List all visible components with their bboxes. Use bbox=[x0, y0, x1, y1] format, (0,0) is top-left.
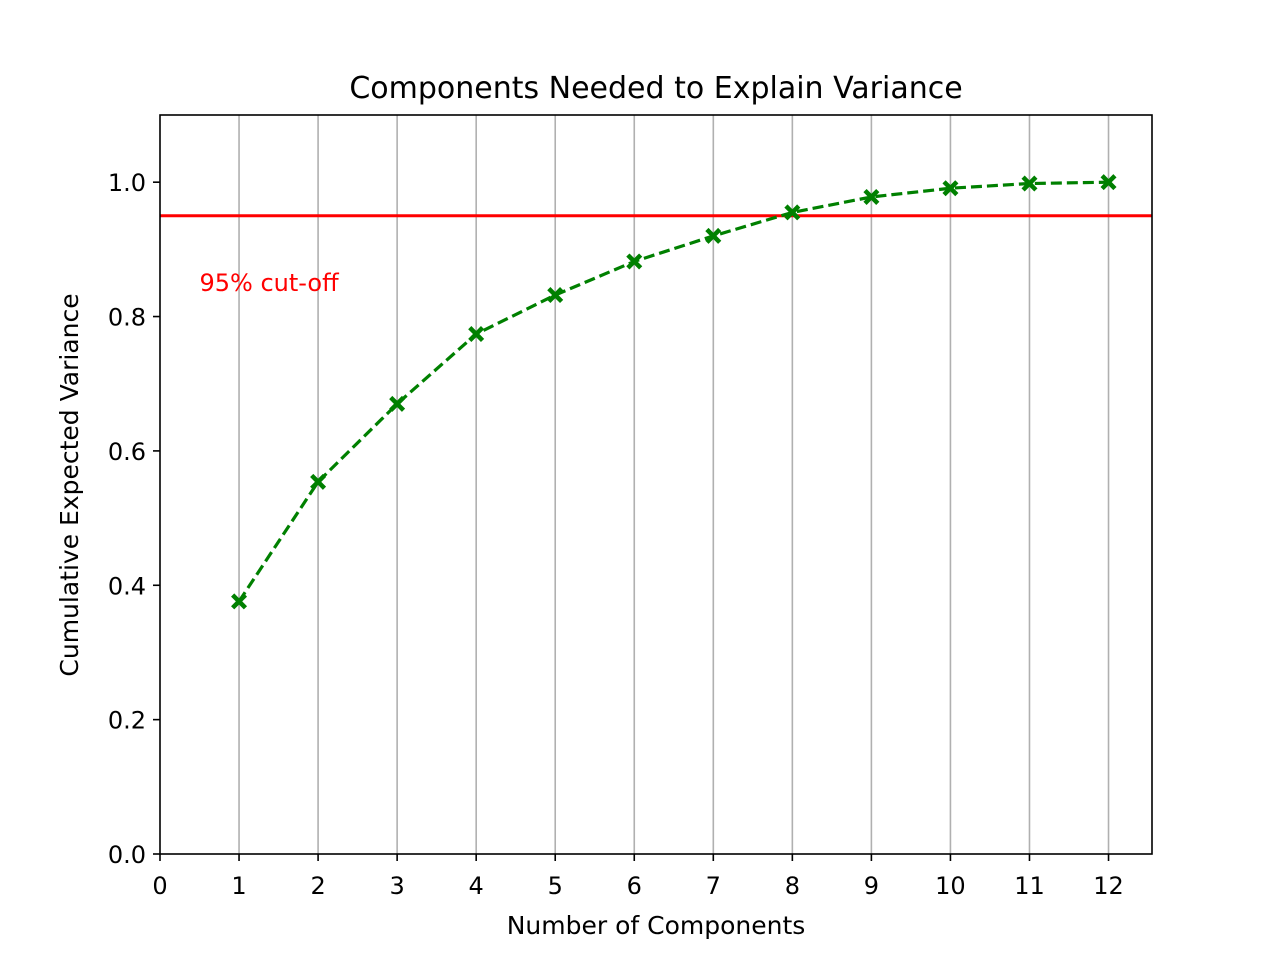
y-tick-label-0.6: 0.6 bbox=[108, 438, 146, 466]
y-axis-ticks: 0.0 0.2 0.4 0.6 0.8 1.0 bbox=[108, 169, 160, 869]
series-group bbox=[231, 174, 1117, 610]
x-tick-label-11: 11 bbox=[1014, 872, 1045, 900]
y-tick-label-0.2: 0.2 bbox=[108, 707, 146, 735]
x-tick-label-6: 6 bbox=[627, 872, 642, 900]
data-point-11 bbox=[1021, 175, 1038, 192]
x-tick-label-10: 10 bbox=[935, 872, 966, 900]
y-tick-label-0.0: 0.0 bbox=[108, 841, 146, 869]
data-point-3 bbox=[389, 395, 406, 412]
data-point-5 bbox=[547, 287, 564, 304]
series-line bbox=[237, 180, 1109, 603]
data-point-1 bbox=[231, 593, 248, 610]
data-point-8 bbox=[784, 204, 801, 221]
data-point-7 bbox=[705, 227, 722, 244]
x-tick-label-4: 4 bbox=[469, 872, 484, 900]
x-tick-label-3: 3 bbox=[389, 872, 404, 900]
grid-lines bbox=[238, 115, 1110, 854]
cutoff-annotation: 95% cut-off bbox=[200, 269, 340, 297]
data-point-4 bbox=[468, 326, 485, 343]
x-axis-label: Number of Components bbox=[507, 911, 806, 940]
data-point-12 bbox=[1100, 174, 1117, 191]
x-tick-label-0: 0 bbox=[152, 872, 167, 900]
data-point-2 bbox=[310, 473, 327, 490]
y-tick-label-1.0: 1.0 bbox=[108, 169, 146, 197]
plot-frame bbox=[159, 114, 1153, 855]
data-point-6 bbox=[626, 253, 643, 270]
x-tick-label-5: 5 bbox=[548, 872, 563, 900]
annotation-group: 95% cut-off bbox=[200, 269, 340, 297]
data-point-10 bbox=[942, 180, 959, 197]
chart-title: Components Needed to Explain Variance bbox=[349, 71, 962, 106]
x-tick-label-1: 1 bbox=[231, 872, 246, 900]
x-tick-label-2: 2 bbox=[310, 872, 325, 900]
y-tick-label-0.4: 0.4 bbox=[108, 572, 146, 600]
y-tick-label-0.8: 0.8 bbox=[108, 304, 146, 332]
y-axis-label: Cumulative Expected Variance bbox=[55, 293, 84, 676]
x-axis-ticks: 0 1 2 3 4 5 6 7 8 9 10 11 12 bbox=[152, 854, 1124, 900]
x-tick-label-7: 7 bbox=[706, 872, 721, 900]
x-tick-label-9: 9 bbox=[864, 872, 879, 900]
x-tick-label-8: 8 bbox=[785, 872, 800, 900]
x-tick-label-12: 12 bbox=[1093, 872, 1124, 900]
data-point-9 bbox=[863, 188, 880, 205]
